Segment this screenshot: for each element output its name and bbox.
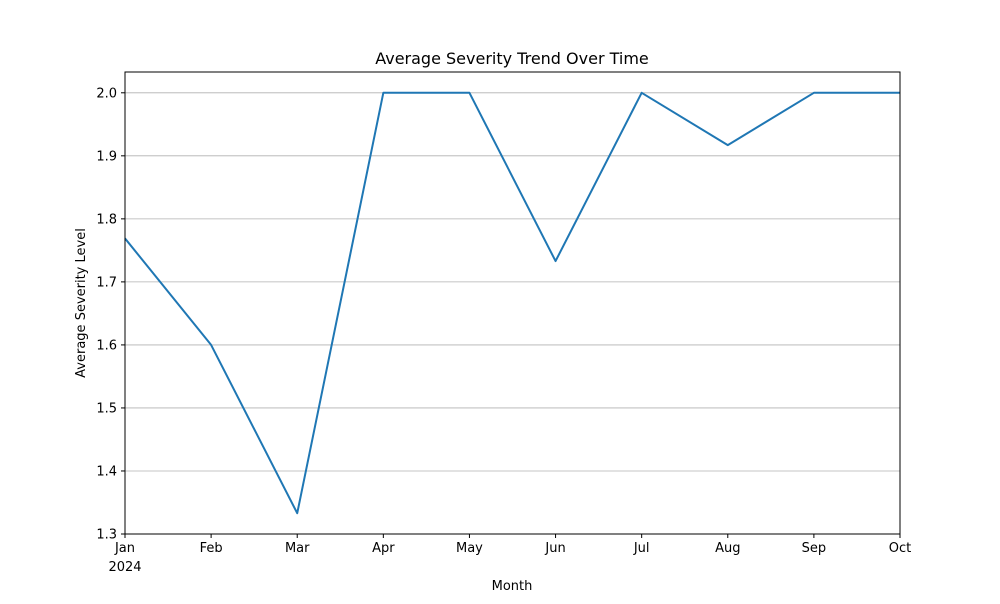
y-axis-ticks: 1.3 1.4 1.5 1.6 1.7 1.8 1.9 2.0: [96, 86, 125, 543]
x-tick-label: Jan: [114, 541, 135, 556]
x-tick-label: Apr: [372, 541, 395, 556]
y-tick-label: 2.0: [96, 86, 117, 101]
grid-layer: [125, 92, 900, 535]
x-tick-label: Jul: [633, 541, 650, 556]
y-tick-label: 1.9: [96, 149, 117, 164]
x-tick-label: Oct: [889, 541, 911, 556]
y-axis-label: Average Severity Level: [74, 228, 89, 378]
x-tick-label: May: [456, 541, 483, 556]
chart-title: Average Severity Trend Over Time: [375, 49, 649, 68]
x-tick-label: Mar: [285, 541, 310, 556]
y-tick-label: 1.7: [96, 275, 117, 290]
x-year-label: 2024: [108, 560, 141, 575]
series-line: [124, 91, 900, 515]
x-axis-label: Month: [492, 579, 533, 594]
y-tick-label: 1.8: [96, 212, 117, 227]
x-tick-label: Feb: [200, 541, 223, 556]
y-tick-label: 1.4: [96, 464, 117, 479]
x-tick-label: Aug: [715, 541, 740, 556]
x-tick-label: Sep: [802, 541, 827, 556]
y-tick-label: 1.5: [96, 401, 117, 416]
line-layer: [124, 91, 900, 515]
plot-frame: [124, 71, 901, 535]
x-axis-ticks: Jan Feb Mar Apr May Jun Jul Aug Sep Oct 2024: [108, 534, 911, 575]
x-tick-label: Jun: [544, 541, 565, 556]
y-tick-label: 1.3: [96, 528, 117, 543]
y-tick-label: 1.6: [96, 338, 117, 353]
